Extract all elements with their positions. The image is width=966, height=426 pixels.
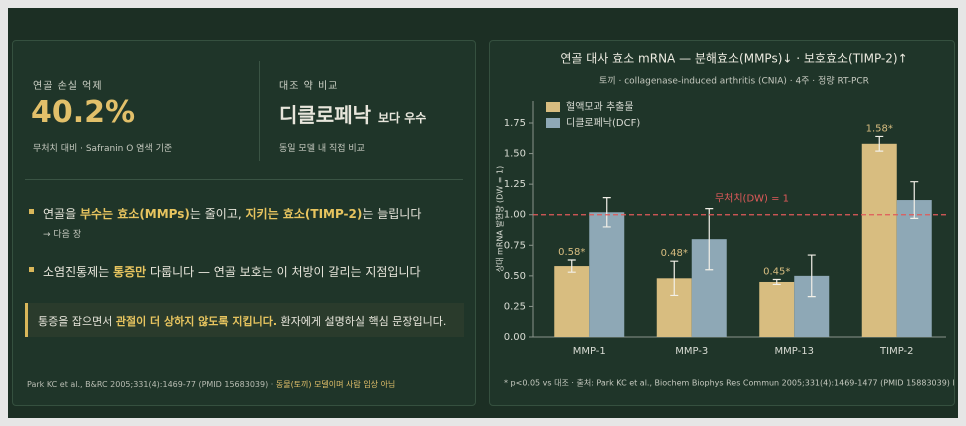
chart-panel: 연골 대사 효소 mRNA — 분해효소(MMPs)↓ · 보호효소(TIMP-… xyxy=(489,40,966,406)
y-tick-label: 0.75 xyxy=(504,240,526,251)
reference-label: 무처치(DW) = 1 xyxy=(715,193,789,205)
y-tick-label: 0.25 xyxy=(504,301,526,312)
stat-note: 무처치 대비 · Safranin O 염색 기준 xyxy=(33,144,173,154)
legend-label: 디클로페낙(DCF) xyxy=(566,117,640,129)
left-panel: 연골 손실 억제 40.2% 무처치 대비 · Safranin O 염색 기준… xyxy=(12,40,476,406)
bar xyxy=(861,143,897,337)
y-tick-label: 1.25 xyxy=(504,179,526,190)
text-segment: 연골을 xyxy=(43,207,80,221)
text-segment: 소염진통제는 xyxy=(43,265,114,279)
bullet-sub: → 다음 장 xyxy=(43,230,82,240)
x-tick-label: MMP-13 xyxy=(775,346,814,357)
text-segment: 통증만 xyxy=(113,265,147,279)
text-segment: 는 줄이고, xyxy=(189,207,246,221)
text-segment: 는 늘립니다 xyxy=(362,207,422,221)
legend-swatch xyxy=(546,118,560,128)
text-segment: 부수는 효소(MMPs) xyxy=(79,207,190,221)
caveat: 동물(토끼) 모델이며 사람 임상 아님 xyxy=(275,380,396,389)
y-tick-label: 0.00 xyxy=(504,332,526,343)
stat-value: 디클로페낙 보다 우수 xyxy=(279,99,426,128)
citation: Park KC et al., B&RC 2005;331(4):1469-77… xyxy=(27,380,276,389)
chart-title: 연골 대사 효소 mRNA — 분해효소(MMPs)↓ · 보호효소(TIMP-… xyxy=(560,52,907,66)
value-label: 0.58* xyxy=(558,247,585,258)
x-tick-label: MMP-1 xyxy=(573,346,606,357)
value-label: 0.45* xyxy=(763,267,790,278)
callout: 통증을 잡으면서 관절이 더 상하지 않도록 지킵니다. 환자에게 설명하실 핵… xyxy=(25,303,464,337)
text-segment: 다룹니다 — 연골 보호는 이 처방이 갈리는 지점입니다 xyxy=(146,265,421,279)
y-tick-label: 1.50 xyxy=(504,149,526,160)
stat-value-main: 디클로페낙 xyxy=(279,103,371,127)
value-label: 0.48* xyxy=(661,248,688,259)
stat-label: 연골 손실 억제 xyxy=(33,81,103,92)
chart: 연골 대사 효소 mRNA — 분해효소(MMPs)↓ · 보호효소(TIMP-… xyxy=(495,52,966,388)
y-tick-label: 0.50 xyxy=(504,271,526,282)
error-bar xyxy=(705,208,714,271)
text-segment: 지키는 효소(TIMP-2) xyxy=(245,207,363,221)
y-axis-label: 상대 mRNA 발현량 (DW = 1) xyxy=(495,166,505,272)
error-bar xyxy=(670,260,679,297)
bullet-text: 소염진통제는 통증만 다룹니다 — 연골 보호는 이 처방이 갈리는 지점입니다 xyxy=(43,263,421,280)
error-bar xyxy=(875,135,884,152)
stat-suffix: 보다 우수 xyxy=(377,111,427,125)
error-bar xyxy=(602,197,611,228)
footnote: * p<0.05 vs 대조 · 출처: Park KC et al., Bio… xyxy=(504,378,954,388)
text-segment: 관절이 더 상하지 않도록 지킵니다. xyxy=(115,315,278,328)
text-segment: 통증을 잡으면서 xyxy=(38,315,116,328)
divider xyxy=(25,179,463,180)
bar xyxy=(589,212,625,337)
text-segment: 환자에게 설명하실 핵심 문장입니다. xyxy=(277,315,447,328)
bar xyxy=(896,200,932,337)
divider xyxy=(259,61,260,161)
y-tick-label: 1.00 xyxy=(504,210,526,221)
error-bar xyxy=(772,278,781,286)
legend-swatch xyxy=(546,102,560,112)
bar xyxy=(759,281,795,337)
bullet-marker xyxy=(29,209,34,214)
x-tick-label: MMP-3 xyxy=(675,346,708,357)
slide: 연골 손실 억제 40.2% 무처치 대비 · Safranin O 염색 기준… xyxy=(8,8,966,418)
stat-value: 40.2% xyxy=(31,95,136,130)
error-bar xyxy=(567,259,576,273)
y-tick-label: 1.75 xyxy=(504,118,526,129)
legend-label: 혈액모과 추출물 xyxy=(566,100,634,113)
error-bar xyxy=(910,181,919,219)
error-bar xyxy=(807,254,816,298)
stat-note: 동일 모델 내 직접 비교 xyxy=(279,144,365,154)
stat-label: 대조 약 비교 xyxy=(279,81,339,92)
bullet-text: 연골을 부수는 효소(MMPs)는 줄이고, 지키는 효소(TIMP-2)는 늘… xyxy=(43,205,421,222)
bar xyxy=(554,266,590,337)
x-tick-label: TIMP-2 xyxy=(879,346,913,357)
footer: Park KC et al., B&RC 2005;331(4):1469-77… xyxy=(27,379,395,390)
chart-subtitle: 토끼 · collagenase-induced arthritis (CNIA… xyxy=(599,75,869,87)
value-label: 1.58* xyxy=(866,123,893,134)
bullet-marker xyxy=(29,267,34,272)
callout-text: 통증을 잡으면서 관절이 더 상하지 않도록 지킵니다. 환자에게 설명하실 핵… xyxy=(38,313,446,329)
